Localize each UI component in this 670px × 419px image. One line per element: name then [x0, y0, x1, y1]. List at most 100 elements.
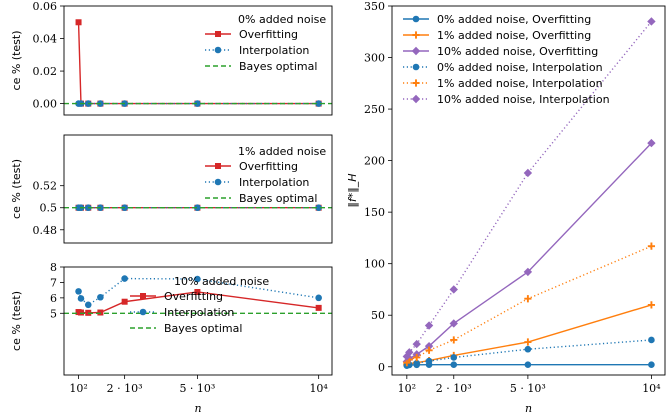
legend-marker — [139, 308, 147, 316]
data-point — [194, 100, 201, 107]
data-point — [405, 348, 414, 357]
data-point — [449, 285, 458, 294]
y-axis-label: ce % (test) — [10, 159, 23, 219]
data-point — [647, 301, 656, 309]
legend-item: Overfitting — [239, 28, 298, 41]
y-tick-label: 6 — [50, 292, 57, 305]
x-tick-label: 10² — [398, 382, 416, 395]
data-point — [315, 100, 322, 107]
y-tick-label: 50 — [371, 309, 385, 322]
data-point — [648, 361, 655, 368]
data-point — [97, 293, 104, 301]
legend-item: Bayes optimal — [164, 322, 242, 335]
x-tick-label: 2 · 10³ — [107, 382, 143, 395]
legend-title: 10% added noise — [174, 275, 269, 288]
data-point — [77, 295, 85, 302]
legend-title: 0% added noise — [238, 13, 326, 26]
data-point — [75, 288, 82, 295]
data-point — [194, 204, 201, 212]
legend-marker — [214, 46, 222, 54]
x-tick-label: 10⁴ — [309, 382, 328, 395]
data-point — [121, 298, 128, 305]
y-tick-label: 0.06 — [33, 0, 58, 13]
data-point — [194, 288, 201, 295]
y-tick-label: 0.00 — [33, 98, 58, 111]
axes-frame — [63, 5, 333, 116]
y-tick-label: 0.48 — [33, 224, 58, 237]
x-tick-label: 10⁴ — [642, 382, 661, 395]
legend-marker — [215, 31, 221, 37]
y-tick-label: 350 — [364, 0, 385, 13]
y-tick-label: 0.04 — [33, 33, 58, 46]
x-axis-label: n — [194, 402, 201, 415]
y-tick-label: 0.02 — [33, 65, 58, 78]
x-tick-label: 5 · 10³ — [510, 382, 546, 395]
chart-panel-ce-0-noise: 0.00 0.02 0.04 0.06 ce % (test) 0% added nois… — [10, 0, 333, 116]
y-tick-label: 100 — [364, 258, 385, 271]
series-line-1-added-noise-overfitting — [406, 304, 652, 366]
data-point — [648, 336, 655, 344]
legend-title: 1% added noise — [238, 145, 326, 158]
data-point — [450, 354, 458, 361]
data-point — [121, 275, 128, 282]
x-axis-label: n — [525, 402, 532, 415]
legend: 10% added noise Overfitting Interpolation B… — [130, 275, 269, 335]
data-point — [523, 168, 533, 178]
legend-marker — [412, 15, 420, 23]
legend-item: Overfitting — [164, 290, 223, 303]
y-tick-label: 200 — [364, 155, 385, 168]
legend-item: 10% added noise, Interpolation — [437, 93, 610, 106]
x-tick-label: 5 · 10³ — [179, 382, 215, 395]
legend-marker — [214, 178, 222, 186]
y-tick-label: 250 — [364, 103, 385, 116]
y-axis-label: ‖f*‖_H — [346, 173, 359, 207]
y-tick-label: 300 — [364, 52, 385, 65]
data-point — [523, 267, 533, 277]
legend-marker — [411, 94, 421, 104]
x-tick-label: 10² — [69, 382, 87, 395]
legend-item: Overfitting — [239, 160, 298, 173]
legend-marker — [412, 63, 420, 71]
legend-item: Bayes optimal — [239, 192, 317, 205]
y-axis-label: ce % (test) — [10, 291, 23, 351]
data-point — [450, 336, 458, 344]
y-tick-label: 0.5 — [40, 202, 58, 215]
data-point — [524, 361, 532, 368]
data-point — [413, 359, 421, 367]
data-point — [449, 319, 458, 328]
data-point — [412, 339, 421, 349]
data-point — [97, 309, 104, 316]
legend-item: Bayes optimal — [239, 60, 317, 73]
y-axis-label: ce % (test) — [10, 31, 23, 91]
y-tick-label: 7 — [50, 276, 57, 289]
data-point — [194, 275, 201, 283]
data-point — [450, 361, 458, 368]
data-point — [77, 309, 84, 316]
data-point — [84, 301, 92, 309]
chart-panel-ce-10-noise: 5 6 7 8 10² 2 · 10³ 5 · 10³ 10⁴ n ce % (test) 10% … — [10, 261, 333, 415]
data-point — [425, 346, 433, 354]
data-point — [524, 295, 532, 303]
y-tick-label: 8 — [50, 261, 57, 274]
data-point — [647, 138, 656, 148]
legend-marker — [412, 79, 420, 87]
data-point — [425, 357, 433, 365]
data-point — [315, 294, 322, 302]
chart-panel-ce-1-noise: 0.48 0.5 0.52 ce % (test) 1% added noise Over… — [10, 134, 333, 244]
data-point — [315, 304, 322, 311]
data-point — [524, 345, 532, 353]
y-tick-label: 150 — [364, 206, 385, 219]
legend-item: 1% added noise, Interpolation — [437, 77, 603, 90]
legend-item: Interpolation — [164, 306, 234, 319]
data-point — [647, 17, 656, 26]
y-tick-label: 5 — [50, 307, 57, 320]
axes-frame — [63, 266, 333, 376]
data-point — [413, 353, 421, 362]
legend: 0% added noise, Overfitting 1% added nois… — [403, 13, 610, 106]
legend: 0% added noise Overfitting Interpolation Ba… — [205, 13, 326, 73]
legend-marker — [140, 293, 146, 299]
legend-item: 0% added noise, Interpolation — [437, 61, 603, 74]
x-tick-label: 2 · 10³ — [436, 382, 472, 395]
y-tick-label: 0.52 — [33, 180, 58, 193]
